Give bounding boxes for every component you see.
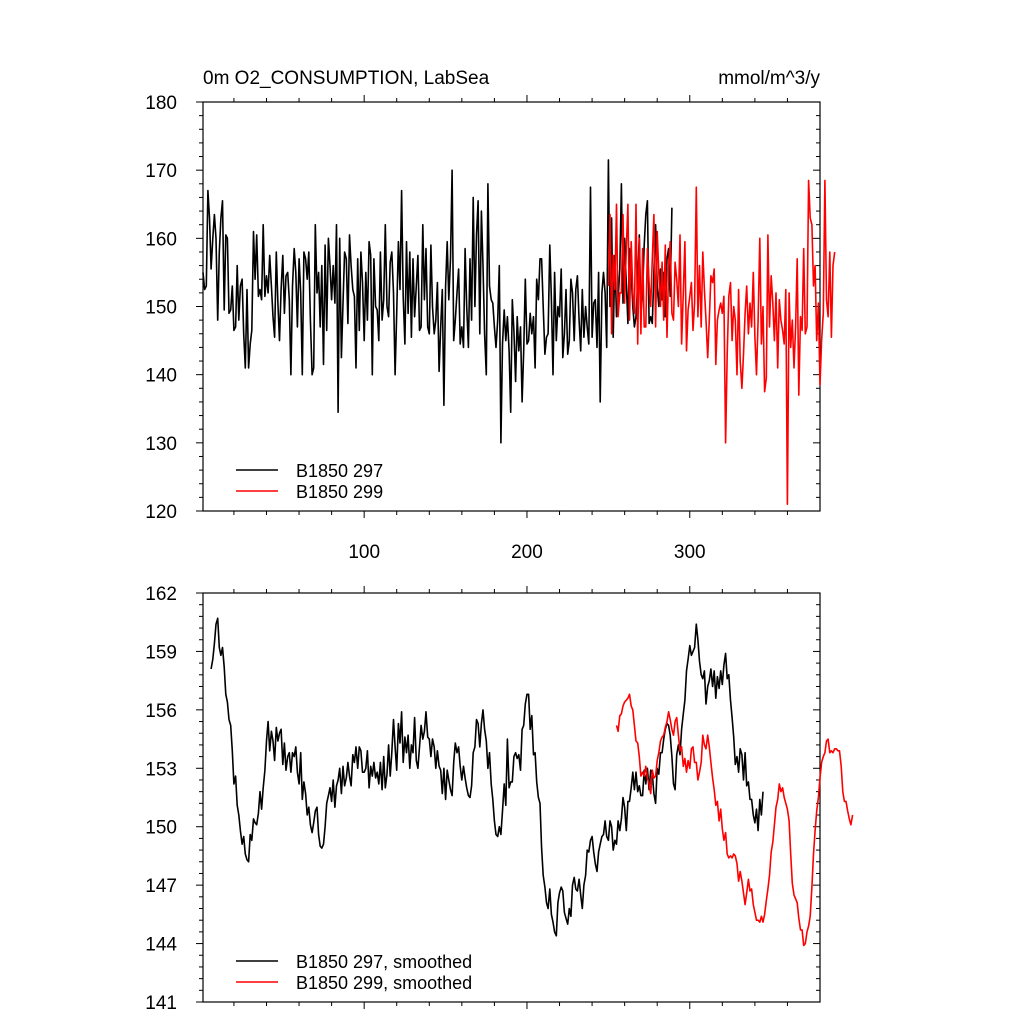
top-ytick-label: 130	[145, 434, 177, 455]
bottom-legend-label-299: B1850 299, smoothed	[296, 973, 472, 993]
top-legend: B1850 297 B1850 299	[236, 461, 383, 502]
top-chart-title: 0m O2_CONSUMPTION, LabSea	[203, 68, 490, 89]
bottom-axis-ticks: 141 144 147 150 153 156 159 162	[145, 584, 820, 1014]
top-legend-label-299: B1850 299	[296, 482, 383, 502]
top-ytick-label: 150	[145, 298, 177, 319]
bottom-ytick-label: 144	[145, 935, 177, 956]
top-ytick-label: 160	[145, 229, 177, 250]
bottom-ytick-label: 156	[145, 701, 177, 722]
bottom-ytick-label: 162	[145, 584, 177, 605]
top-ytick-label: 120	[145, 502, 177, 523]
top-chart-units: mmol/m^3/y	[718, 68, 820, 89]
top-xtick-label: 300	[674, 542, 706, 563]
bottom-legend-label-297: B1850 297, smoothed	[296, 952, 472, 972]
bottom-plot-frame	[202, 592, 821, 1003]
bottom-ytick-label: 147	[145, 876, 177, 897]
top-xtick-label: 100	[348, 542, 380, 563]
top-ytick-label: 180	[145, 93, 177, 114]
top-ytick-label: 170	[145, 161, 177, 182]
bottom-ytick-label: 153	[145, 759, 177, 780]
bottom-ytick-label: 159	[145, 642, 177, 663]
top-ytick-label: 140	[145, 366, 177, 387]
top-panel: 0m O2_CONSUMPTION, LabSea mmol/m^3/y 120…	[145, 68, 836, 563]
bottom-ytick-label: 150	[145, 818, 177, 839]
top-series-line-297	[202, 159, 673, 444]
bottom-legend: B1850 297, smoothed B1850 299, smoothed	[236, 952, 472, 993]
bottom-ytick-label: 141	[145, 993, 177, 1014]
top-axis-ticks: 120 130 140 150 160 170 180 100 200 300	[145, 93, 820, 563]
bottom-panel: 141 144 147 150 153 156 159 162 B1850 297, smoo…	[145, 584, 854, 1014]
top-legend-label-297: B1850 297	[296, 461, 383, 481]
bottom-series-group	[210, 617, 854, 947]
bottom-series-line-299	[615, 693, 854, 947]
top-series-line-299	[607, 179, 836, 506]
bottom-series-line-297	[210, 617, 764, 937]
top-series-group	[202, 159, 836, 506]
top-xtick-label: 200	[511, 542, 543, 563]
